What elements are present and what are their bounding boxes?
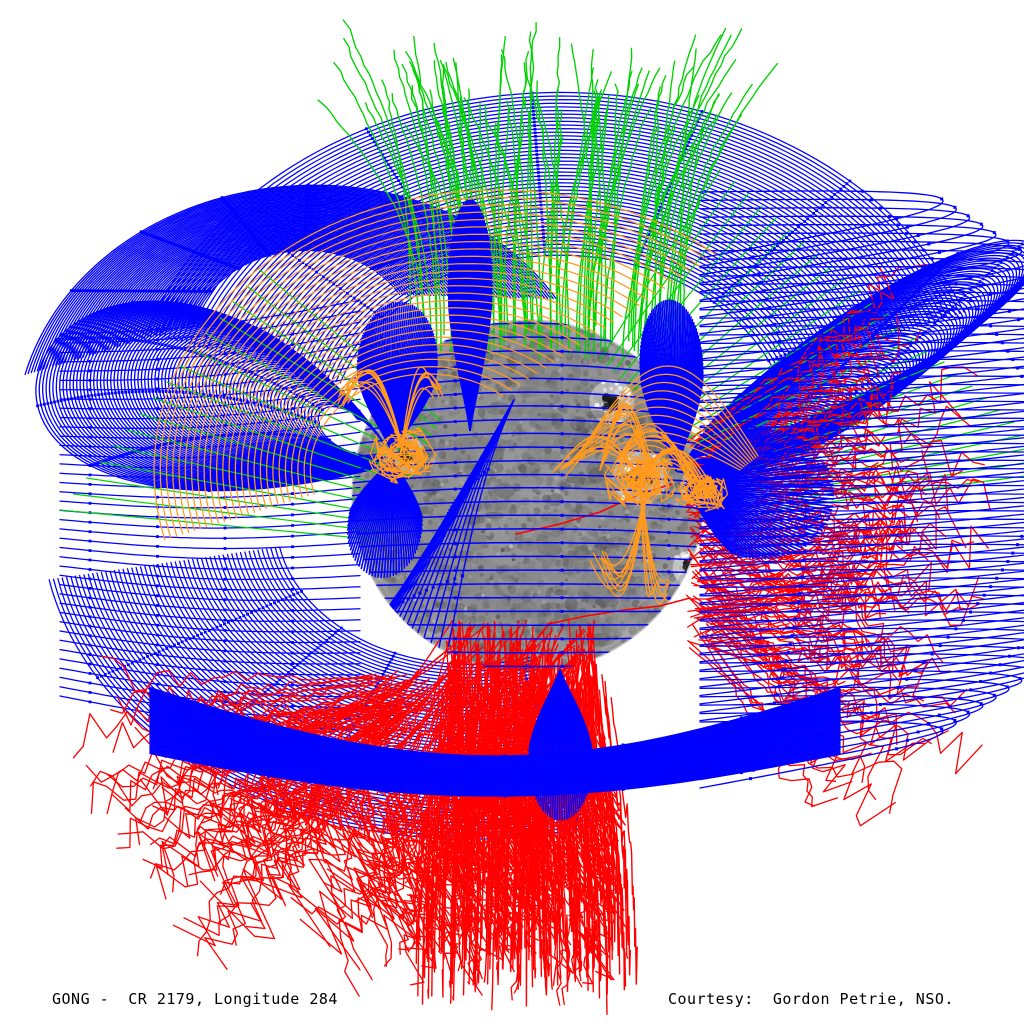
- caption-source-label: GONG - CR 2179, Longitude 284: [52, 990, 338, 1008]
- closed-field-lines-foreground: [149, 189, 1024, 821]
- active-region-loops: [153, 189, 759, 605]
- caption-courtesy-label: Courtesy: Gordon Petrie, NSO.: [668, 990, 954, 1008]
